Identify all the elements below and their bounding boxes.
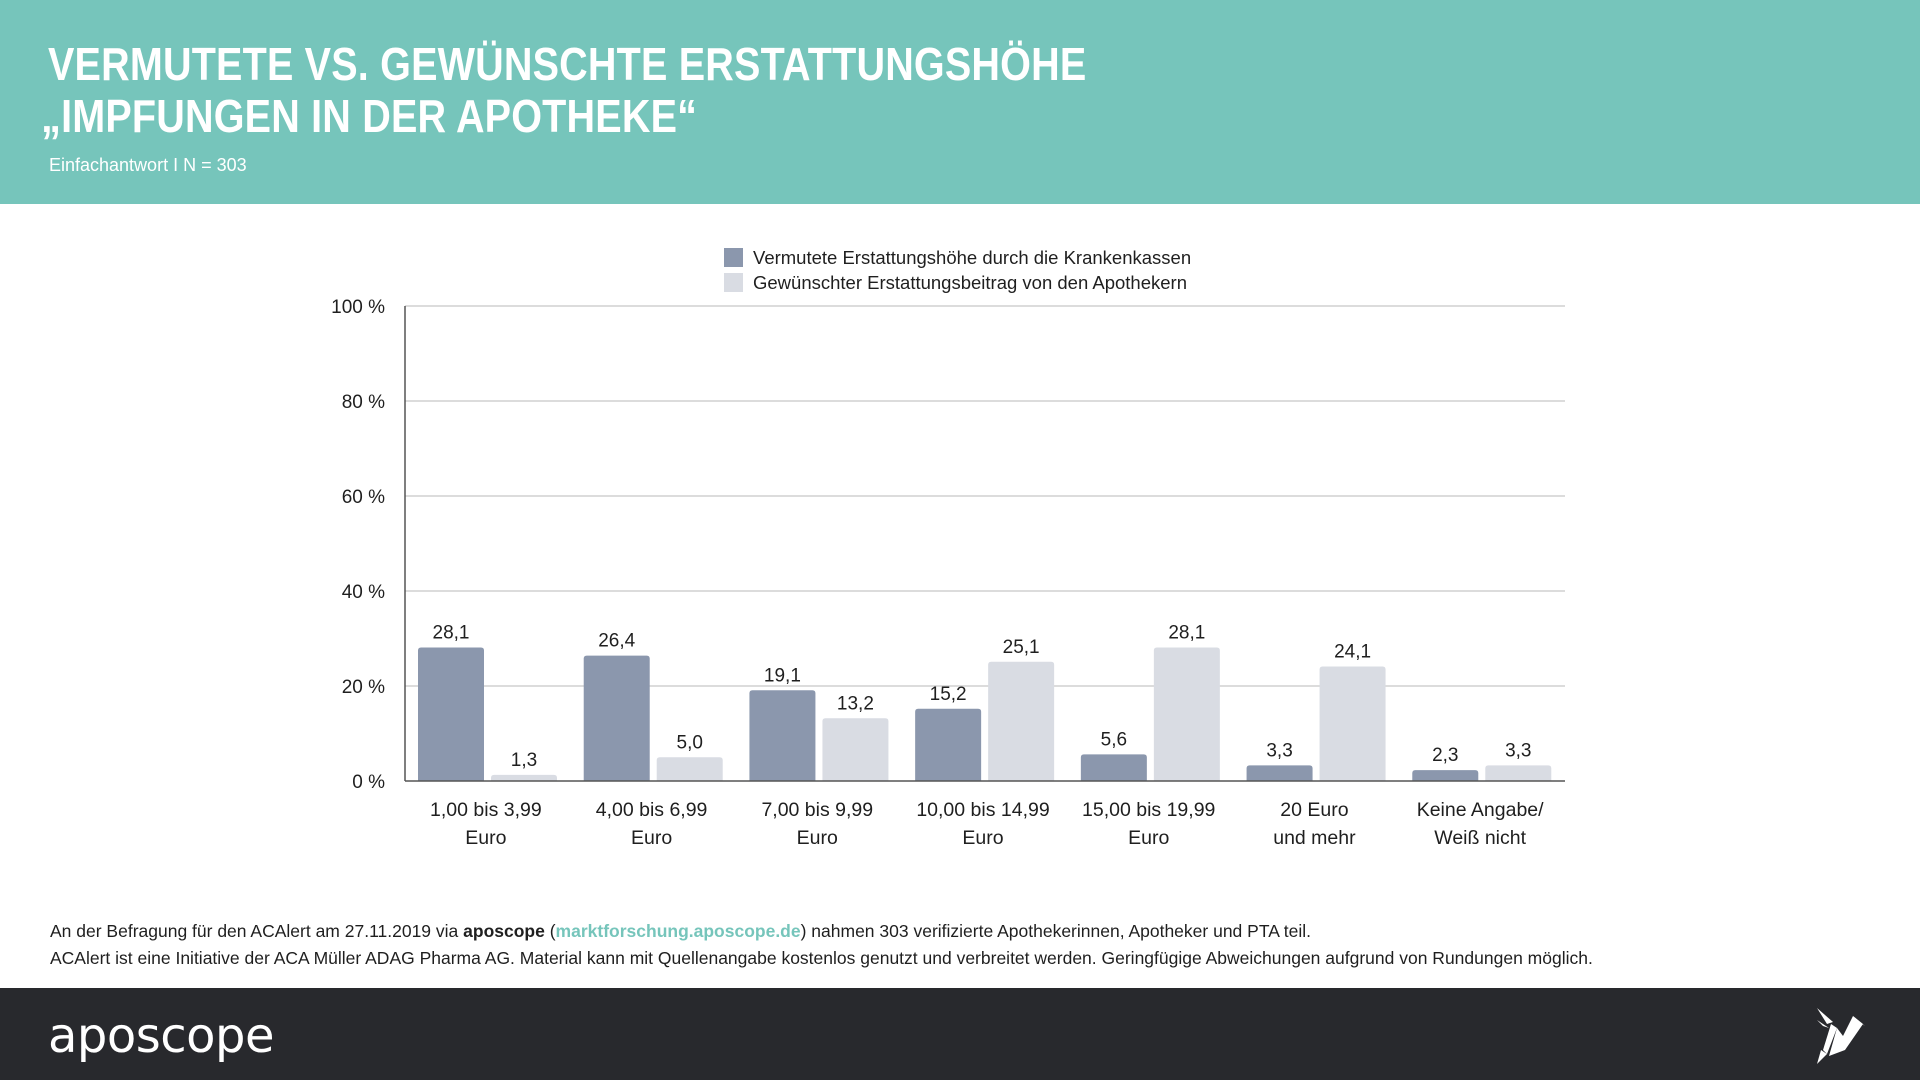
value-label: 19,1 xyxy=(764,665,801,686)
source-prefix: An der Befragung für den ACAlert am 27.1… xyxy=(50,921,464,941)
x-category-label: 4,00 bis 6,99 xyxy=(596,799,708,821)
source-suffix: ) nahmen 303 verifizierte Apothekerinnen… xyxy=(800,921,1312,941)
title-line-2: „IMPFUNGEN IN DER APOTHEKE“ xyxy=(41,90,698,142)
bar-gewuenscht xyxy=(491,774,557,781)
legend-swatch-vermutet xyxy=(724,248,743,267)
y-tick-label: 60 % xyxy=(342,487,385,508)
legend-label-gewuenscht: Gewünschter Erstattungsbeitrag von den A… xyxy=(753,271,1187,293)
title-line-1: VERMUTETE VS. GEWÜNSCHTE ERSTATTUNGSHÖHE xyxy=(48,38,1087,90)
bar-vermutet xyxy=(915,708,982,781)
value-label: 13,2 xyxy=(837,693,874,714)
bar-gewuenscht xyxy=(1485,765,1552,781)
page-title: VERMUTETE VS. GEWÜNSCHTE ERSTATTUNGSHÖHE… xyxy=(41,38,1087,142)
bar-gewuenscht xyxy=(822,718,889,781)
source-line-1: An der Befragung für den ACAlert am 27.1… xyxy=(50,918,1593,945)
y-axis-ticks: 0 % 20 % 40 % 60 % 80 % 100 % xyxy=(331,297,385,793)
bars xyxy=(418,647,1552,781)
y-tick-label: 0 % xyxy=(352,772,385,793)
x-category-label: Euro xyxy=(962,827,1003,849)
bar-vermutet xyxy=(1246,765,1313,781)
value-label: 24,1 xyxy=(1334,642,1371,663)
value-label: 26,4 xyxy=(598,631,635,652)
value-label: 15,2 xyxy=(930,684,967,705)
legend-item-gewuenscht: Gewünschter Erstattungsbeitrag von den A… xyxy=(724,270,1191,295)
chart-legend: Vermutete Erstattungshöhe durch die Kran… xyxy=(724,245,1191,295)
aposcope-logo: aposcope xyxy=(48,1008,275,1064)
value-label: 25,1 xyxy=(1003,637,1040,658)
source-link[interactable]: marktforschung.aposcope.de xyxy=(555,921,801,941)
value-label: 5,0 xyxy=(677,732,703,753)
x-category-label: Weiß nicht xyxy=(1434,827,1526,849)
bar-vermutet xyxy=(583,655,650,781)
bar-gewuenscht xyxy=(1319,666,1386,781)
bar-vermutet xyxy=(1080,754,1147,781)
footer-bar xyxy=(0,988,1920,1080)
x-axis-labels: 1,00 bis 3,99 Euro 4,00 bis 6,99 Euro 7,00 b… xyxy=(430,799,1544,849)
header-banner: VERMUTETE VS. GEWÜNSCHTE ERSTATTUNGSHÖHE… xyxy=(0,0,1920,204)
x-category-label: 1,00 bis 3,99 xyxy=(430,799,542,821)
x-category-label: und mehr xyxy=(1273,827,1356,849)
source-brand: aposcope xyxy=(463,921,545,941)
y-tick-label: 80 % xyxy=(342,392,385,413)
x-category-label: Euro xyxy=(465,827,506,849)
x-category-label: Euro xyxy=(631,827,672,849)
bar-vermutet xyxy=(1412,770,1479,781)
legend-label-vermutet: Vermutete Erstattungshöhe durch die Kran… xyxy=(753,246,1192,268)
y-tick-label: 20 % xyxy=(342,677,385,698)
x-category-label: Euro xyxy=(1128,827,1169,849)
value-label: 2,3 xyxy=(1432,745,1458,766)
legend-item-vermutet: Vermutete Erstattungshöhe durch die Kran… xyxy=(724,245,1191,270)
x-category-label: 15,00 bis 19,99 xyxy=(1082,799,1215,821)
source-open-paren: ( xyxy=(544,921,556,941)
gridlines xyxy=(405,305,1565,687)
bar-vermutet xyxy=(418,647,484,781)
source-note: An der Befragung für den ACAlert am 27.1… xyxy=(50,918,1593,972)
value-label: 28,1 xyxy=(433,623,470,644)
y-tick-label: 100 % xyxy=(331,297,385,318)
value-label: 3,3 xyxy=(1505,740,1531,761)
value-label: 5,6 xyxy=(1101,729,1127,750)
source-line-2: ACAlert ist eine Initiative der ACA Müll… xyxy=(50,948,1593,968)
value-labels: 28,1 1,3 26,4 5,0 19,1 13,2 15,2 25,1 5,6 28,1 3,3… xyxy=(433,623,1532,771)
origami-bird-icon xyxy=(1817,1008,1865,1064)
bar-vermutet xyxy=(749,690,816,781)
x-category-label: 7,00 bis 9,99 xyxy=(761,799,873,821)
bar-gewuenscht xyxy=(988,661,1055,781)
x-category-label: Euro xyxy=(797,827,838,849)
x-category-label: Keine Angabe/ xyxy=(1417,799,1544,821)
value-label: 28,1 xyxy=(1168,623,1205,644)
x-category-label: 20 Euro xyxy=(1280,799,1348,821)
value-label: 1,3 xyxy=(511,750,537,771)
bar-gewuenscht xyxy=(656,757,723,781)
bar-gewuenscht xyxy=(1153,647,1220,781)
y-tick-label: 40 % xyxy=(342,582,385,603)
subtitle: Einfachantwort I N = 303 xyxy=(49,155,247,175)
x-category-label: 10,00 bis 14,99 xyxy=(916,799,1049,821)
bar-chart: 0 % 20 % 40 % 60 % 80 % 100 % 28,1 1,3 26,4 5,0 1… xyxy=(331,297,1565,849)
value-label: 3,3 xyxy=(1266,740,1292,761)
legend-swatch-gewuenscht xyxy=(724,273,743,292)
